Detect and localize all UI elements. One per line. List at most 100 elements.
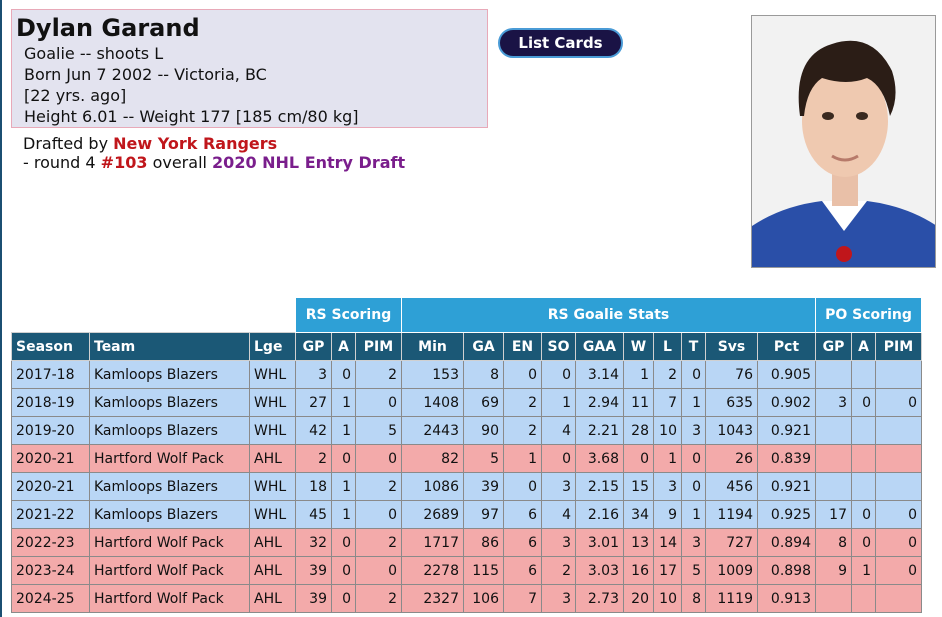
- table-cell: 0: [875, 388, 922, 417]
- table-cell[interactable]: Kamloops Blazers: [89, 500, 250, 529]
- table-cell: 11: [623, 388, 654, 417]
- table-cell: 32: [295, 528, 332, 557]
- table-cell: 3: [681, 528, 706, 557]
- column-header[interactable]: EN: [503, 332, 542, 361]
- table-cell: 3.03: [575, 556, 624, 585]
- table-cell: 0: [355, 388, 402, 417]
- column-header-row: Season Team Lge GP A PIM Min GA EN SO GAA W L T Svs Pct…: [11, 332, 922, 361]
- draft-overall: overall: [152, 153, 207, 172]
- column-header[interactable]: W: [623, 332, 654, 361]
- table-cell[interactable]: Kamloops Blazers: [89, 416, 250, 445]
- table-cell: 0: [503, 360, 542, 389]
- list-cards-button[interactable]: List Cards: [498, 28, 623, 58]
- table-cell[interactable]: Hartford Wolf Pack: [89, 528, 250, 557]
- table-cell: 1119: [705, 584, 758, 613]
- table-cell: 5: [355, 416, 402, 445]
- table-cell: 39: [463, 472, 504, 501]
- column-header[interactable]: T: [681, 332, 706, 361]
- column-header[interactable]: Min: [401, 332, 464, 361]
- table-cell: 1009: [705, 556, 758, 585]
- table-cell: 0: [875, 500, 922, 529]
- group-rs-goalie-stats: RS Goalie Stats: [401, 297, 816, 333]
- table-cell: 2: [355, 528, 402, 557]
- table-cell: 2443: [401, 416, 464, 445]
- table-cell: 0: [851, 528, 876, 557]
- table-cell: 0: [623, 444, 654, 473]
- table-cell: 0: [875, 556, 922, 585]
- table-cell: 0.902: [757, 388, 816, 417]
- player-info-box: Dylan Garand Goalie -- shoots L Born Jun…: [11, 9, 488, 128]
- table-cell: 2: [541, 556, 576, 585]
- table-cell: 5: [681, 556, 706, 585]
- column-header[interactable]: Team: [89, 332, 250, 361]
- table-cell: 1194: [705, 500, 758, 529]
- draft-round: - round 4: [23, 153, 96, 172]
- column-header[interactable]: PIM: [875, 332, 922, 361]
- table-cell: 0: [503, 472, 542, 501]
- column-header[interactable]: GP: [815, 332, 852, 361]
- table-cell: 6: [503, 500, 542, 529]
- table-row: 2020-21 Hartford Wolf Pack AHL 2 0 0 82 5 1 0 3.68…: [11, 444, 922, 473]
- table-cell: 15: [623, 472, 654, 501]
- table-cell[interactable]: Hartford Wolf Pack: [89, 584, 250, 613]
- table-cell: AHL: [249, 556, 296, 585]
- draft-entry-link[interactable]: 2020 NHL Entry Draft: [212, 153, 406, 172]
- group-po-scoring: PO Scoring: [815, 297, 922, 333]
- column-header[interactable]: Svs: [705, 332, 758, 361]
- table-cell: 17: [815, 500, 852, 529]
- draft-team-link[interactable]: New York Rangers: [113, 134, 278, 153]
- column-header[interactable]: SO: [541, 332, 576, 361]
- table-cell: [815, 360, 852, 389]
- table-cell: 8: [681, 584, 706, 613]
- column-header[interactable]: GP: [295, 332, 332, 361]
- column-header[interactable]: Lge: [249, 332, 296, 361]
- table-cell[interactable]: Hartford Wolf Pack: [89, 556, 250, 585]
- table-cell: 1: [503, 444, 542, 473]
- column-header[interactable]: Season: [11, 332, 90, 361]
- table-cell: 1: [653, 444, 682, 473]
- table-cell: 3: [295, 360, 332, 389]
- column-header[interactable]: L: [653, 332, 682, 361]
- table-cell: 0: [875, 528, 922, 557]
- table-cell: 0: [681, 360, 706, 389]
- table-cell: 4: [541, 416, 576, 445]
- table-row: 2017-18 Kamloops Blazers WHL 3 0 2 153 8 0 0 3.14 1…: [11, 360, 922, 389]
- column-header[interactable]: A: [331, 332, 356, 361]
- table-cell: 1: [331, 500, 356, 529]
- table-cell: [851, 360, 876, 389]
- table-cell: WHL: [249, 416, 296, 445]
- draft-prefix: Drafted by: [23, 134, 109, 153]
- table-cell: 6: [503, 528, 542, 557]
- table-cell: 3.01: [575, 528, 624, 557]
- table-cell[interactable]: Kamloops Blazers: [89, 388, 250, 417]
- table-cell: 4: [541, 500, 576, 529]
- table-cell: 0: [355, 444, 402, 473]
- table-cell[interactable]: Kamloops Blazers: [89, 472, 250, 501]
- table-cell: 3: [541, 528, 576, 557]
- table-cell: 2: [355, 584, 402, 613]
- table-cell[interactable]: Kamloops Blazers: [89, 360, 250, 389]
- table-cell: 34: [623, 500, 654, 529]
- column-header[interactable]: Pct: [757, 332, 816, 361]
- column-header[interactable]: PIM: [355, 332, 402, 361]
- table-cell[interactable]: Hartford Wolf Pack: [89, 444, 250, 473]
- column-header[interactable]: GA: [463, 332, 504, 361]
- column-header[interactable]: A: [851, 332, 876, 361]
- table-cell: 1: [681, 388, 706, 417]
- table-cell: 2: [503, 416, 542, 445]
- table-cell: 8: [815, 528, 852, 557]
- table-cell: 13: [623, 528, 654, 557]
- table-row: 2018-19 Kamloops Blazers WHL 27 1 0 1408 69 2 1 2.…: [11, 388, 922, 417]
- table-cell: 26: [705, 444, 758, 473]
- table-cell: 90: [463, 416, 504, 445]
- table-cell: [815, 584, 852, 613]
- table-cell: 7: [653, 388, 682, 417]
- table-cell: 0.921: [757, 416, 816, 445]
- table-cell: 2022-23: [11, 528, 90, 557]
- table-cell: 0: [331, 528, 356, 557]
- draft-info: Drafted by New York Rangers - round 4 #1…: [23, 134, 405, 172]
- table-cell: 2018-19: [11, 388, 90, 417]
- group-blank: [12, 298, 296, 333]
- column-header[interactable]: GAA: [575, 332, 624, 361]
- table-cell: 0: [681, 472, 706, 501]
